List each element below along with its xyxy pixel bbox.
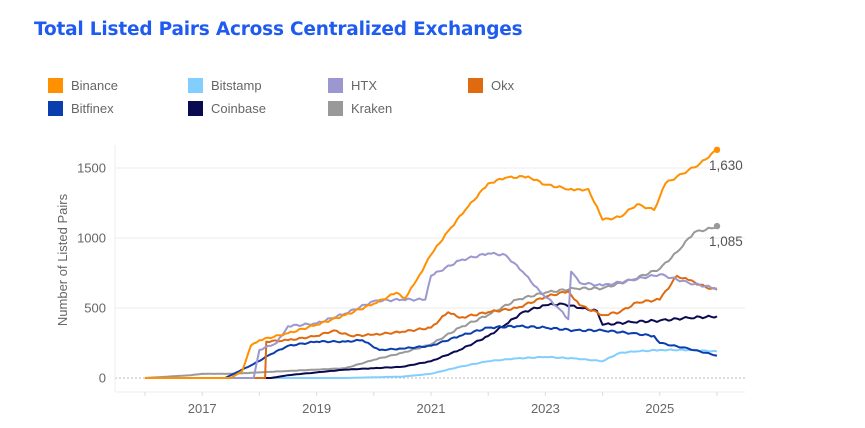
legend-item-bitfinex[interactable]: Bitfinex [48, 100, 114, 116]
end-labels: 1,630 1,085 [709, 146, 743, 249]
x-tick-label: 2021 [417, 401, 446, 416]
legend-label: Bitstamp [211, 77, 262, 93]
legend-item-kraken[interactable]: Kraken [328, 100, 392, 116]
y-axis-label: Number of Listed Pairs [55, 193, 70, 326]
legend: Binance Bitstamp HTX Okx Bitfinex Coinbase Kra… [48, 77, 608, 121]
end-point-kraken[interactable] [713, 222, 721, 230]
axes: 0 500 1000 1500 2017 2019 2021 2023 2025 [77, 145, 745, 416]
series-line-okx [145, 274, 718, 379]
y-tick-label: 1500 [77, 161, 106, 176]
x-tick-label: 2019 [302, 401, 331, 416]
legend-label: Bitfinex [71, 100, 114, 116]
end-label-kraken: 1,085 [709, 234, 743, 249]
legend-swatch [328, 100, 343, 116]
series-line-htx [145, 251, 718, 379]
y-tick-label: 0 [99, 371, 106, 386]
legend-item-coinbase[interactable]: Coinbase [188, 100, 266, 116]
legend-swatch [468, 77, 483, 93]
x-tick-label: 2023 [531, 401, 560, 416]
legend-swatch [188, 100, 203, 116]
legend-swatch [188, 77, 203, 93]
x-tick-label: 2025 [645, 401, 674, 416]
legend-label: HTX [351, 77, 377, 93]
legend-label: Coinbase [211, 100, 266, 116]
x-tick-label: 2017 [188, 401, 217, 416]
legend-item-htx[interactable]: HTX [328, 77, 377, 93]
legend-label: Kraken [351, 100, 393, 116]
legend-item-okx[interactable]: Okx [468, 77, 514, 93]
end-label-binance: 1,630 [709, 158, 743, 173]
legend-swatch [48, 77, 63, 93]
legend-label: Binance [71, 77, 118, 93]
legend-swatch [328, 77, 343, 93]
end-point-binance[interactable] [713, 146, 721, 153]
legend-item-bitstamp[interactable]: Bitstamp [188, 77, 262, 93]
y-tick-label: 1000 [77, 231, 106, 246]
legend-label: Okx [491, 77, 515, 93]
series-line-coinbase [145, 302, 718, 379]
series-line-binance [145, 148, 718, 379]
series-lines [144, 148, 718, 379]
chart-title: Total Listed Pairs Across Centralized Ex… [34, 19, 523, 40]
series-line-kraken [144, 225, 718, 379]
legend-swatch [48, 100, 63, 116]
legend-item-binance[interactable]: Binance [48, 77, 118, 93]
y-tick-label: 500 [84, 301, 106, 316]
